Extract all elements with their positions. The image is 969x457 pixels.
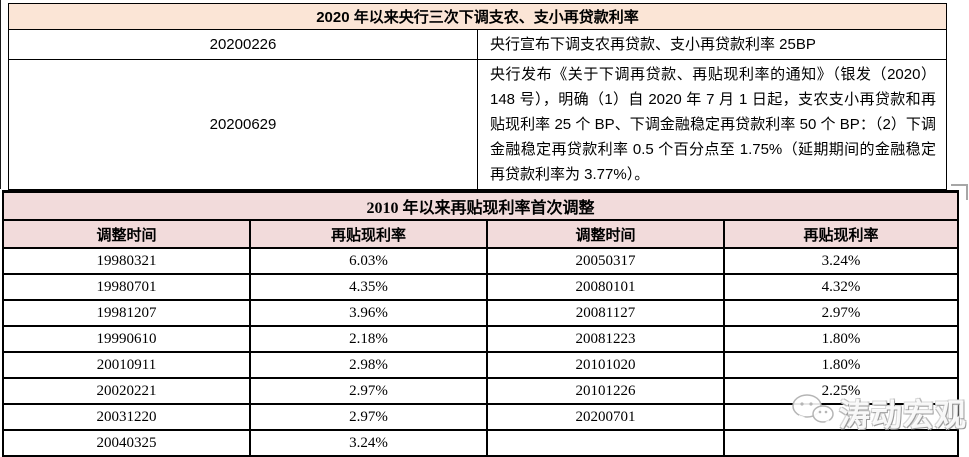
table2-header-rediscount-rate-2: 再贴现利率 xyxy=(722,219,960,249)
table-row: 19980701 4.35% 20080101 4.32% xyxy=(2,273,960,301)
table2-cell: 20101226 xyxy=(486,377,725,405)
table1-row2-date: 20200629 xyxy=(8,59,478,190)
table2-cell: 20101020 xyxy=(486,351,725,379)
table2-cell xyxy=(486,429,725,457)
table2-cell: 2.97% xyxy=(722,299,960,327)
table2-cell: 20200701 xyxy=(486,403,725,431)
table-row: 19981207 3.96% 20081127 2.97% xyxy=(2,299,960,327)
cropped-table-edge-line xyxy=(0,0,1,189)
table2-cell: 3.24% xyxy=(722,247,960,275)
table2-cell: 3.24% xyxy=(249,429,488,457)
table2-cell: 20040325 xyxy=(2,429,251,457)
table-row: 20020221 2.97% 20101226 2.25% xyxy=(2,377,960,405)
table2-cell: 4.32% xyxy=(722,273,960,301)
table2-cell: 19990610 xyxy=(2,325,251,353)
table-row: 20200629 央行发布《关于下调再贷款、再贴现利率的通知》（银发（2020）… xyxy=(8,59,947,190)
table2-cell: 19980321 xyxy=(2,247,251,275)
table2-cell: 19981207 xyxy=(2,299,251,327)
table1-title: 2020 年以来央行三次下调支农、支小再贷款利率 xyxy=(8,3,947,30)
table1-row2-content: 央行发布《关于下调再贷款、再贴现利率的通知》（银发（2020）148 号），明确… xyxy=(477,59,947,190)
table2-cell: 3.96% xyxy=(249,299,488,327)
table2-cell: 2.98% xyxy=(249,351,488,379)
table2-cell: 2.25% xyxy=(722,377,960,405)
table2-header-adjust-time-2: 调整时间 xyxy=(486,219,725,249)
table2-cell: 2.97% xyxy=(249,403,488,431)
table2-header-adjust-time-1: 调整时间 xyxy=(2,219,251,249)
table2-title-row: 2010 年以来再贴现利率首次调整 xyxy=(1,190,960,221)
table2-cell: 20081127 xyxy=(486,299,725,327)
table2-cell: 20080101 xyxy=(486,273,725,301)
table2-cell: 19980701 xyxy=(2,273,251,301)
table2-cell: 1.80% xyxy=(722,325,960,353)
table2-cell: 20031220 xyxy=(2,403,251,431)
table-corner-handle xyxy=(951,184,968,200)
table-row: 20200226 央行宣布下调支农再贷款、支小再贷款利率 25BP xyxy=(8,29,947,60)
table1-title-row: 2020 年以来央行三次下调支农、支小再贷款利率 xyxy=(8,3,947,30)
table-row: 19990610 2.18% 20081223 1.80% xyxy=(2,325,960,353)
rediscount-rate-table: 2010 年以来再贴现利率首次调整 调整时间 再贴现利率 调整时间 再贴现利率 … xyxy=(1,190,960,457)
table2-cell: 2.18% xyxy=(249,325,488,353)
table2-title: 2010 年以来再贴现利率首次调整 xyxy=(1,190,960,221)
table2-header-row: 调整时间 再贴现利率 调整时间 再贴现利率 xyxy=(2,219,960,249)
table2-cell: 20081223 xyxy=(486,325,725,353)
table2-cell: 20010911 xyxy=(2,351,251,379)
table2-cell xyxy=(722,403,960,431)
table2-cell: 2.97% xyxy=(249,377,488,405)
table2-cell: 6.03% xyxy=(249,247,488,275)
table-row: 19980321 6.03% 20050317 3.24% xyxy=(2,247,960,275)
table-row: 20010911 2.98% 20101020 1.80% xyxy=(2,351,960,379)
table1-row1-date: 20200226 xyxy=(8,29,478,60)
table2-cell: 4.35% xyxy=(249,273,488,301)
table1-row1-content: 央行宣布下调支农再贷款、支小再贷款利率 25BP xyxy=(477,29,947,60)
table-row: 20031220 2.97% 20200701 xyxy=(2,403,960,431)
table2-cell: 20050317 xyxy=(486,247,725,275)
table2-cell: 20020221 xyxy=(2,377,251,405)
table2-cell: 1.80% xyxy=(722,351,960,379)
table-row: 20040325 3.24% xyxy=(2,429,960,457)
table2-cell xyxy=(722,429,960,457)
table2-header-rediscount-rate-1: 再贴现利率 xyxy=(249,219,488,249)
